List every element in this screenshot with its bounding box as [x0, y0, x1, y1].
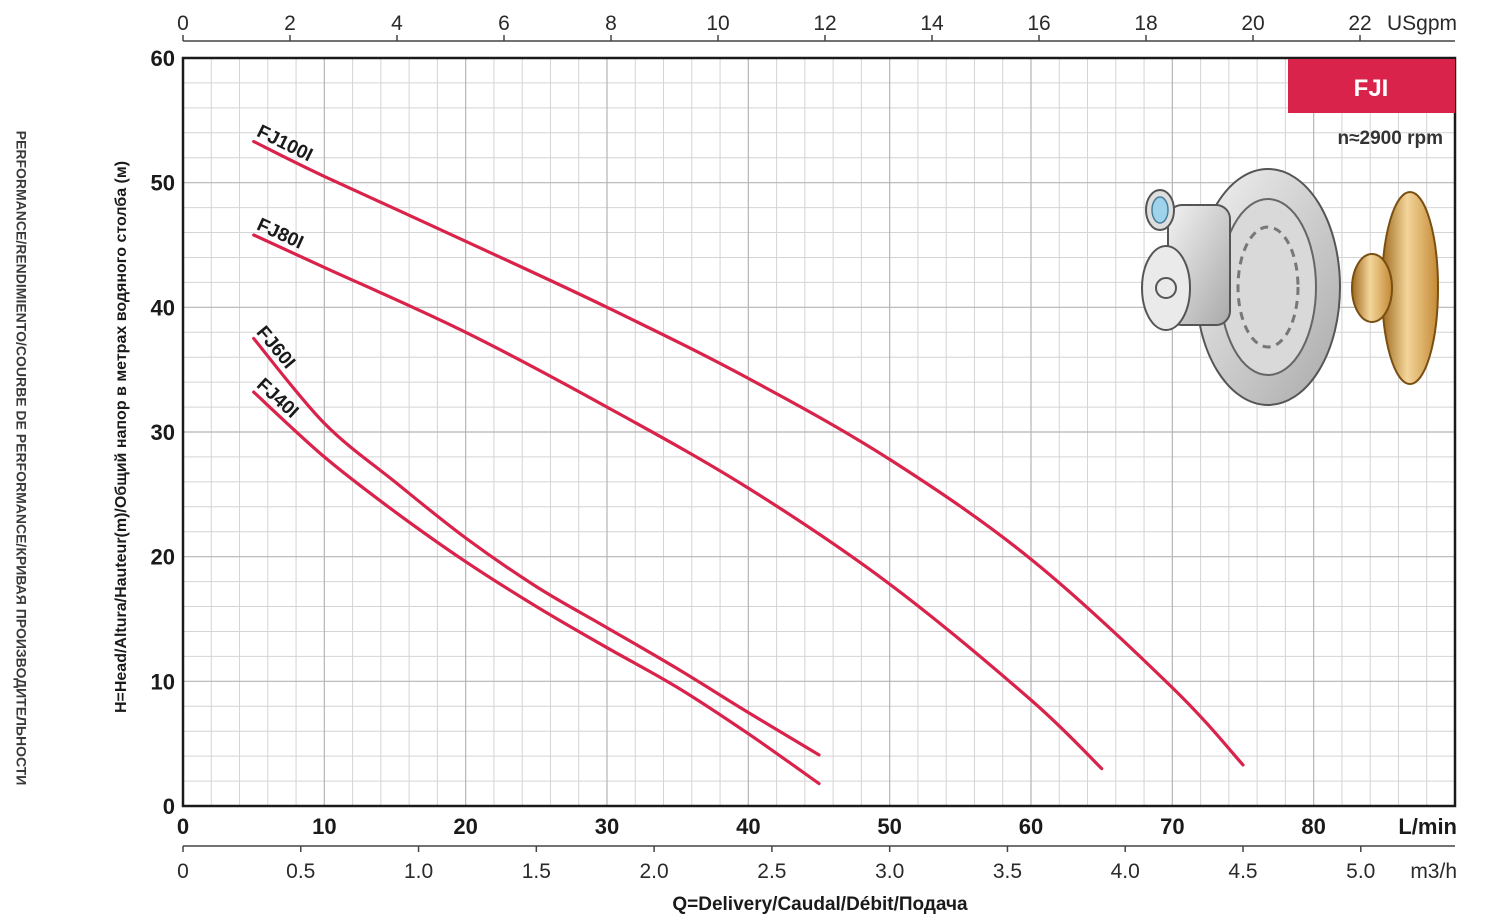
- pump-illustration: [1141, 168, 1439, 406]
- y-ticks: 0 10 20 30 40 50 60: [151, 46, 175, 819]
- y-tick-label: 10: [151, 669, 175, 694]
- top-axis-tick-label: 22: [1348, 12, 1371, 35]
- m3h-axis-tick-label: 4.0: [1111, 860, 1140, 883]
- m3h-axis-tick-label: 2.5: [757, 860, 786, 883]
- y-tick-label: 20: [151, 545, 175, 570]
- top-axis-tick-label: 2: [284, 12, 296, 35]
- y-tick-label: 60: [151, 46, 175, 71]
- top-axis-tick-label: 20: [1241, 12, 1264, 35]
- x-ticks: 0 10 20 30 40 50 60 70 80: [177, 814, 1326, 839]
- grid-major: [183, 58, 1455, 806]
- plot-frame: [181, 56, 1457, 808]
- curve-label-fj100i: FJ100I: [253, 121, 315, 166]
- x-tick-label: 20: [453, 814, 477, 839]
- m3h-axis-tick-label: 3.5: [993, 860, 1022, 883]
- top-axis-tick-label: 18: [1134, 12, 1157, 35]
- series-badge: [1288, 59, 1455, 113]
- m3h-axis-tick-label: 4.5: [1228, 860, 1257, 883]
- top-axis-tick-label: 16: [1027, 12, 1050, 35]
- m3h-axis-tick-label: 0: [177, 860, 189, 883]
- x-tick-label: 30: [595, 814, 619, 839]
- m3h-axis-tick-label: 1.0: [404, 860, 433, 883]
- x-axis-label: Q=Delivery/Caudal/Débit/Подача: [672, 894, 968, 915]
- y-tick-label: 40: [151, 295, 175, 320]
- top-axis-usgpm: 0 2 4 6 8 10 12 14 16 18 20 22: [177, 12, 1455, 42]
- top-axis-tick-label: 0: [177, 12, 189, 35]
- top-axis-tick-label: 8: [605, 12, 617, 35]
- y-tick-label: 0: [163, 794, 175, 819]
- top-axis-tick-label: 6: [498, 12, 510, 35]
- x-tick-label: 40: [736, 814, 760, 839]
- m3h-axis-tick-label: 3.0: [875, 860, 904, 883]
- m3h-axis-tick-label: 5.0: [1346, 860, 1375, 883]
- top-axis-tick-label: 14: [920, 12, 944, 35]
- y-tick-label: 50: [151, 171, 175, 196]
- x-tick-label: 10: [312, 814, 336, 839]
- m3h-axis-tick-label: 2.0: [640, 860, 669, 883]
- top-axis-tick-label: 4: [391, 12, 403, 35]
- speed-label: n≈2900 rpm: [1338, 128, 1443, 149]
- bottom-axis-m3h: 0 0.5 1.0 1.5 2.0 2.5 3.0 3.5 4.0 4.5 5.0: [177, 845, 1455, 883]
- curve-fj100i: [252, 139, 1245, 767]
- curve-fj80i: [252, 233, 1104, 771]
- top-axis-unit: USgpm: [1387, 12, 1457, 35]
- x-tick-label: 50: [877, 814, 901, 839]
- m3h-axis-unit: m3/h: [1410, 860, 1457, 883]
- top-axis-tick-label: 10: [706, 12, 729, 35]
- top-axis-tick-label: 12: [813, 12, 836, 35]
- m3h-axis-tick-label: 0.5: [286, 860, 315, 883]
- curve-fj60i: [252, 336, 821, 757]
- m3h-axis-tick-label: 1.5: [522, 860, 551, 883]
- x-axis-unit: L/min: [1398, 814, 1457, 839]
- side-title: PERFORMANCE/RENDIMIENTO/COURBE DE PERFOR…: [13, 131, 29, 786]
- x-tick-label: 0: [177, 814, 189, 839]
- y-axis-label: H=Head/Altura/Hauteur(m)/Общий напор в м…: [113, 161, 130, 713]
- x-tick-label: 60: [1019, 814, 1043, 839]
- y-tick-label: 30: [151, 420, 175, 445]
- x-tick-label: 80: [1301, 814, 1325, 839]
- x-tick-label: 70: [1160, 814, 1184, 839]
- series-badge-label: FJI: [1354, 75, 1389, 102]
- curve-fj40i: [252, 390, 821, 786]
